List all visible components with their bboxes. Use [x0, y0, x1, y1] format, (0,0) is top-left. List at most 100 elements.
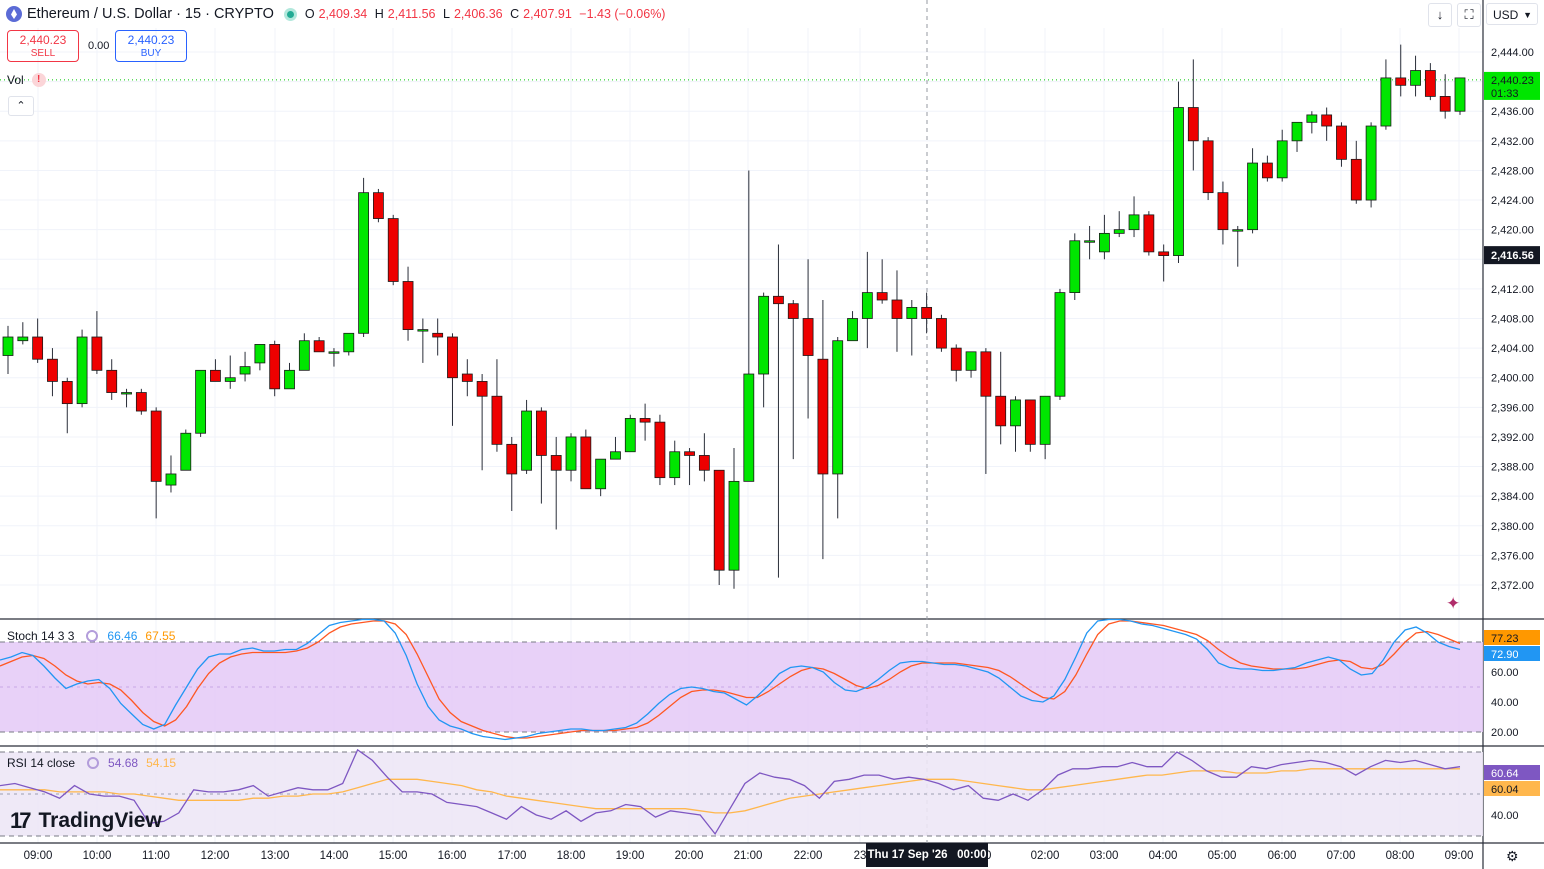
collapse-legend-button[interactable]: ⌃ — [8, 96, 34, 116]
time-tick-label: 22:00 — [794, 850, 823, 862]
candle-body — [387, 218, 399, 282]
price-tick-label: 2,412.00 — [1491, 284, 1534, 296]
price-tick-label: 2,408.00 — [1491, 314, 1534, 326]
sell-button[interactable]: 2,440.23 SELL — [7, 30, 79, 62]
time-tick-label: 21:00 — [734, 850, 763, 862]
spread-value: 0.00 — [88, 40, 110, 52]
volume-label: Vol — [7, 73, 24, 87]
stoch-pane — [0, 618, 1483, 741]
tradingview-logo-icon: 17 — [10, 808, 32, 833]
candle-body — [521, 410, 532, 471]
candle-body — [269, 344, 281, 390]
buy-button[interactable]: 2,440.23 BUY — [115, 30, 187, 62]
sell-price: 2,440.23 — [19, 33, 67, 47]
candles — [2, 44, 1466, 589]
candle-body — [861, 292, 873, 319]
loading-icon — [86, 630, 99, 642]
candle-body — [195, 369, 207, 434]
candle-body — [876, 292, 888, 301]
rsi-value: 54.68 — [108, 756, 139, 770]
crosshair-price-value: 2,416.56 — [1491, 250, 1534, 262]
time-tick-label: 08:00 — [1386, 850, 1415, 862]
sparkle-icon[interactable]: ✦ — [1446, 594, 1461, 613]
warning-icon[interactable]: ! — [31, 73, 46, 87]
candle-body — [2, 336, 14, 356]
candle-body — [1321, 114, 1333, 127]
time-tick-label: 16:00 — [438, 850, 467, 862]
time-tick-label: 15:00 — [379, 850, 408, 862]
candle-body — [91, 336, 103, 371]
time-tick-label: 11:00 — [142, 850, 170, 862]
stoch-k-value: 66.46 — [107, 629, 138, 643]
buy-price: 2,440.23 — [127, 33, 175, 47]
candle-body — [624, 418, 636, 453]
candle-body — [580, 436, 592, 490]
stoch-k-line — [0, 618, 1461, 741]
high-value: 2,411.56 — [387, 7, 436, 21]
stoch-tick-label: 20.00 — [1491, 727, 1519, 739]
candle-body — [1247, 162, 1258, 231]
price-tick-label: 2,428.00 — [1491, 165, 1534, 177]
candle-body — [402, 281, 414, 331]
fullscreen-icon[interactable]: ⛶ — [1457, 3, 1481, 27]
stoch-legend[interactable]: Stoch 14 3 3 66.46 67.55 — [7, 629, 175, 643]
candle-body — [921, 306, 933, 319]
price-tick-label: 2,380.00 — [1491, 521, 1534, 533]
candle-body — [47, 358, 58, 382]
candle-body — [343, 332, 355, 353]
symbol-title[interactable]: Ethereum / U.S. Dollar · 15 · CRYPTO — [27, 6, 274, 22]
time-tick-label: 10:00 — [83, 850, 112, 862]
settings-gear-icon[interactable]: ⚙ — [1506, 848, 1519, 864]
tradingview-logo[interactable]: 17 TradingView — [10, 808, 162, 834]
time-tick-label: 09:00 — [24, 850, 53, 862]
candle-body — [1202, 140, 1214, 194]
volume-legend[interactable]: Vol ! — [7, 73, 46, 87]
candle-body — [1350, 158, 1362, 201]
candle-body — [773, 295, 784, 305]
rsi-pane — [0, 748, 1483, 837]
candle-body — [639, 418, 651, 423]
candle-body — [1099, 232, 1110, 253]
candle-body — [61, 381, 73, 405]
candle-body — [1276, 140, 1288, 179]
price-tick-label: 2,400.00 — [1491, 373, 1534, 385]
candle-body — [1024, 399, 1036, 445]
candle-body — [669, 451, 681, 479]
time-tick-label: 06:00 — [1268, 850, 1297, 862]
candle-body — [1454, 77, 1466, 112]
candle-body — [610, 451, 621, 460]
rsi-legend[interactable]: RSI 14 close 54.68 54.15 — [7, 756, 176, 770]
candle-body — [847, 318, 858, 342]
candle-body — [121, 392, 132, 395]
candle-body — [1439, 96, 1451, 112]
crosshair-time: 00:00 — [957, 849, 987, 861]
rsi-line — [0, 748, 1461, 836]
candle-body — [1261, 162, 1273, 179]
price-tick-label: 2,388.00 — [1491, 462, 1534, 474]
download-icon[interactable]: ↓ — [1428, 3, 1452, 27]
candle-body — [1306, 114, 1318, 123]
candle-body — [1173, 107, 1184, 256]
ethereum-icon — [6, 6, 22, 22]
stoch-k-tag-value: 72.90 — [1491, 649, 1519, 661]
time-tick-label: 13:00 — [261, 850, 290, 862]
symbol-header: Ethereum / U.S. Dollar · 15 · CRYPTO O 2,… — [0, 0, 669, 28]
candle-body — [1291, 121, 1303, 142]
candle-body — [1128, 214, 1140, 231]
ohlc-values: O 2,409.34 H 2,411.56 L 2,406.36 C 2,407.91 … — [305, 7, 670, 21]
time-tick-label: 14:00 — [320, 850, 349, 862]
currency-select[interactable]: USD ▼ — [1486, 3, 1538, 25]
candle-body — [1158, 251, 1170, 256]
candle-body — [135, 392, 147, 412]
time-tick-label: 18:00 — [557, 850, 586, 862]
candle-body — [254, 344, 266, 364]
stoch-d-line — [0, 620, 1461, 739]
candle-body — [906, 306, 918, 319]
axes: 2,444.00 2,436.00 2,432.00 2,428.00 2,424.00… — [24, 47, 1540, 862]
time-tick-label: 12:00 — [201, 850, 230, 862]
rsi-tag-value: 60.64 — [1491, 768, 1519, 780]
stoch-d-tag — [1484, 630, 1540, 645]
candle-body — [758, 295, 770, 375]
